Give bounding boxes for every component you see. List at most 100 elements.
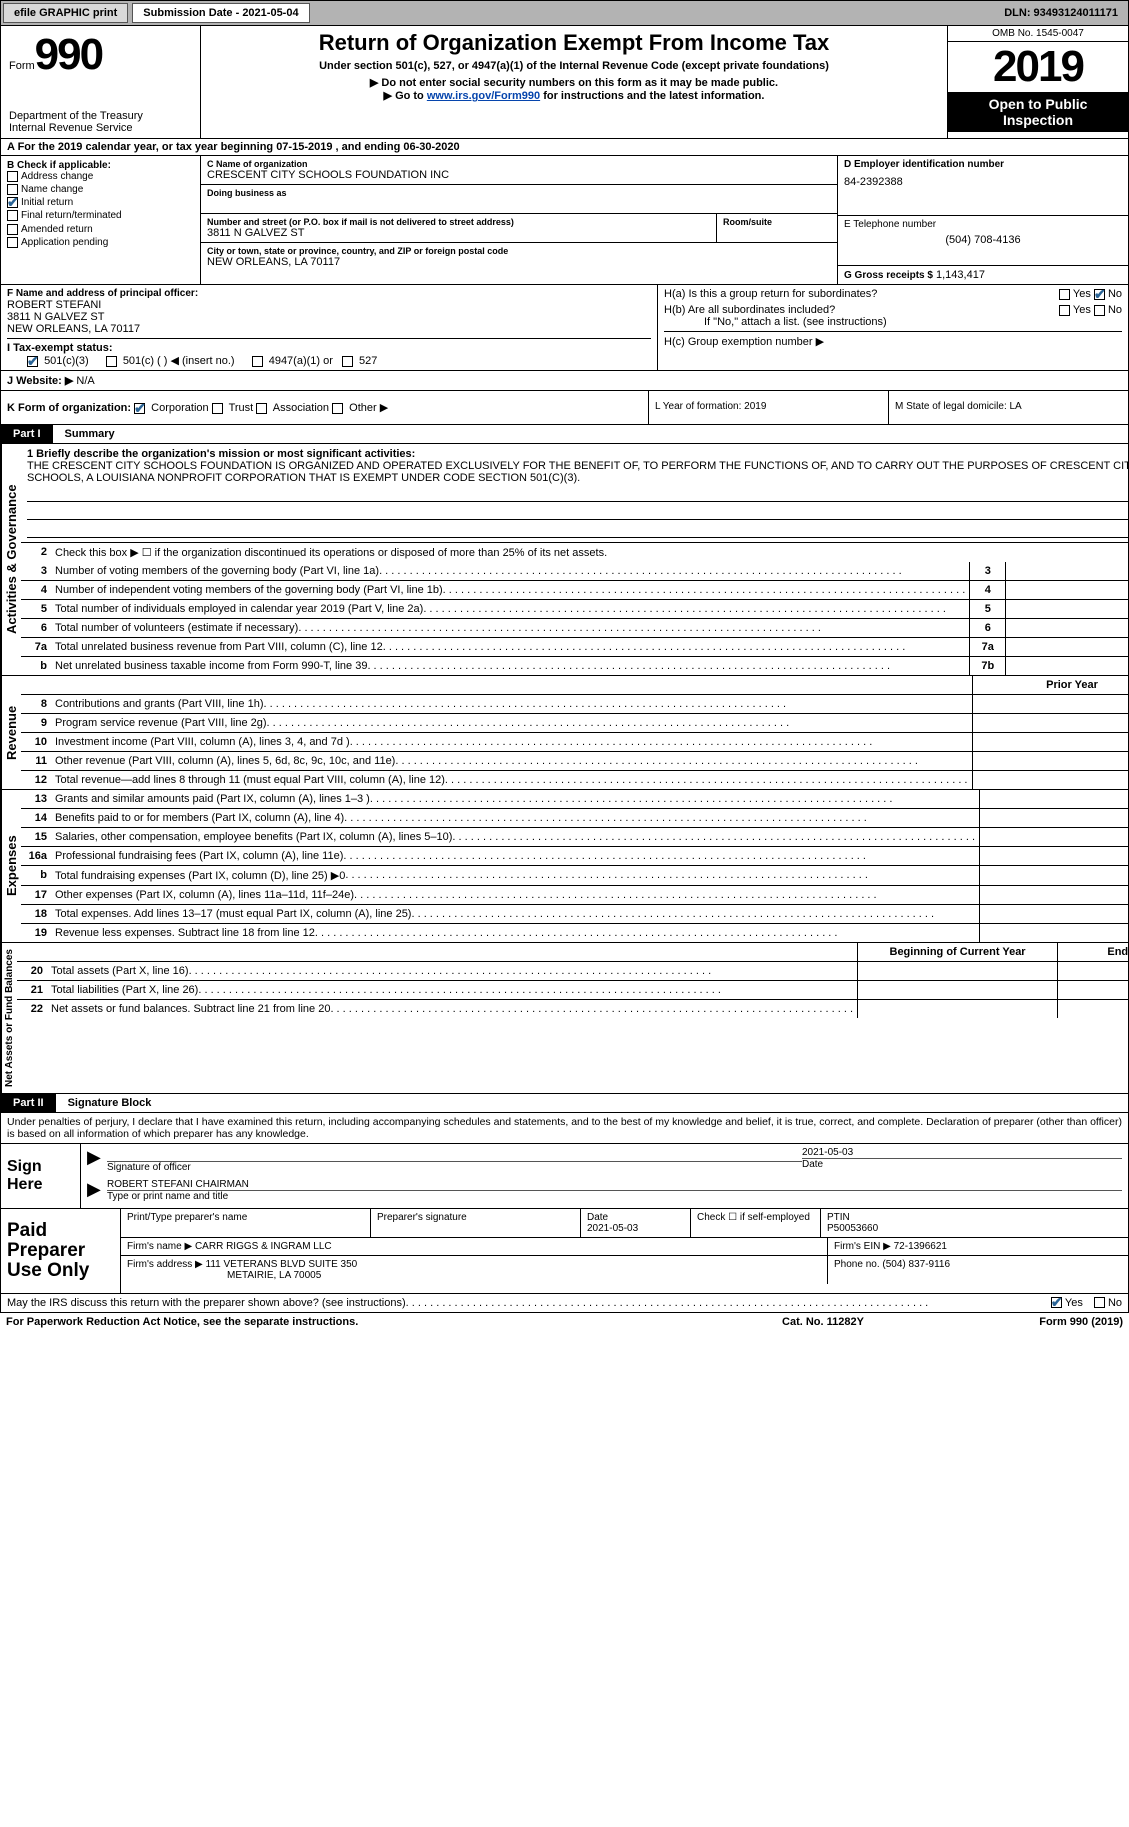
paid-preparer-label: Paid Preparer Use Only (1, 1209, 121, 1293)
declaration-text: Under penalties of perjury, I declare th… (0, 1113, 1129, 1144)
ein-label: D Employer identification number (844, 159, 1122, 170)
dept-treasury: Department of the Treasury Internal Reve… (9, 110, 192, 134)
chk-corp[interactable]: Corporation (134, 402, 209, 414)
h-c: H(c) Group exemption number ▶ (664, 331, 1122, 348)
website-value: N/A (76, 375, 94, 387)
mission-block: 1 Briefly describe the organization's mi… (21, 444, 1129, 543)
table-row: 19Revenue less expenses. Subtract line 1… (21, 924, 1129, 942)
box-b-label: B Check if applicable: (7, 160, 111, 171)
na-header: Beginning of Current Year End of Year (17, 943, 1129, 962)
table-row: 12Total revenue—add lines 8 through 11 (… (21, 771, 1129, 789)
table-row: 5Total number of individuals employed in… (21, 600, 1129, 619)
part1-num: Part I (1, 425, 53, 443)
hdr-beg: Beginning of Current Year (857, 943, 1057, 961)
h-note: If "No," attach a list. (see instruction… (704, 316, 1122, 328)
efile-print-button[interactable]: efile GRAPHIC print (3, 3, 128, 23)
firm-addr-label: Firm's address ▶ (127, 1259, 203, 1270)
chk-501c[interactable]: 501(c) ( ) ◀ (insert no.) (106, 355, 235, 367)
sign-here-block: Sign Here ▶ Signature of officer 2021-05… (0, 1144, 1129, 1209)
table-row: bTotal fundraising expenses (Part IX, co… (21, 866, 1129, 886)
mission-label: 1 Briefly describe the organization's mi… (27, 448, 415, 460)
discuss-text: May the IRS discuss this return with the… (7, 1297, 406, 1309)
chk-name-change[interactable]: Name change (7, 184, 194, 195)
pra-notice: For Paperwork Reduction Act Notice, see … (6, 1316, 723, 1328)
prep-name-hdr: Print/Type preparer's name (121, 1209, 371, 1237)
officer-addr1: 3811 N GALVEZ ST (7, 311, 651, 323)
table-row: 10Investment income (Part VIII, column (… (21, 733, 1129, 752)
discuss-row: May the IRS discuss this return with the… (0, 1294, 1129, 1313)
vtab-netassets: Net Assets or Fund Balances (1, 943, 17, 1093)
chk-assoc[interactable]: Association (256, 402, 329, 414)
part2-header: Part II Signature Block (0, 1094, 1129, 1113)
link-pre: ▶ Go to (384, 90, 427, 102)
tax-year: 2019 (948, 42, 1128, 92)
table-row: 13Grants and similar amounts paid (Part … (21, 790, 1129, 809)
table-row: 4Number of independent voting members of… (21, 581, 1129, 600)
year-formation: L Year of formation: 2019 (648, 391, 888, 424)
officer-sub: Type or print name and title (107, 1190, 1122, 1202)
chk-address-change[interactable]: Address change (7, 171, 194, 182)
org-name: CRESCENT CITY SCHOOLS FOUNDATION INC (207, 169, 831, 181)
prep-sig-hdr: Preparer's signature (371, 1209, 581, 1237)
mission-text: THE CRESCENT CITY SCHOOLS FOUNDATION IS … (27, 460, 1129, 484)
room-suite-label: Room/suite (717, 214, 837, 242)
table-row: 21Total liabilities (Part X, line 26)6,5… (17, 981, 1129, 1000)
omb-number: OMB No. 1545-0047 (948, 26, 1128, 42)
table-row: bNet unrelated business taxable income f… (21, 657, 1129, 675)
info-grid: B Check if applicable: Address change Na… (0, 156, 1129, 285)
section-governance: Activities & Governance 1 Briefly descri… (0, 444, 1129, 676)
prep-date-hdr: Date2021-05-03 (581, 1209, 691, 1237)
discuss-yes[interactable]: Yes (1051, 1297, 1083, 1309)
hdr-prior: Prior Year (972, 676, 1129, 694)
addr: 3811 N GALVEZ ST (207, 227, 710, 239)
chk-other[interactable]: Other ▶ (332, 402, 388, 414)
vtab-revenue: Revenue (1, 676, 21, 789)
firm-addr1: 111 VETERANS BLVD SUITE 350 (206, 1259, 358, 1270)
period-row: A For the 2019 calendar year, or tax yea… (0, 139, 1129, 156)
title-box: Return of Organization Exempt From Incom… (201, 26, 948, 138)
chk-application-pending[interactable]: Application pending (7, 237, 194, 248)
hdr-end: End of Year (1057, 943, 1129, 961)
part2-num: Part II (1, 1094, 56, 1112)
phone-value: (504) 708-4136 (844, 230, 1122, 246)
return-title: Return of Organization Exempt From Incom… (209, 30, 939, 56)
table-row: 14Benefits paid to or for members (Part … (21, 809, 1129, 828)
table-row: 9Program service revenue (Part VIII, lin… (21, 714, 1129, 733)
chk-final-return[interactable]: Final return/terminated (7, 210, 194, 221)
prep-selfemp-hdr: Check ☐ if self-employed (691, 1209, 821, 1237)
sig-date-value: 2021-05-03 (802, 1147, 1122, 1158)
table-row: 11Other revenue (Part VIII, column (A), … (21, 752, 1129, 771)
prep-ptin: PTINP50053660 (821, 1209, 1128, 1237)
rev-header: Prior Year Current Year (21, 676, 1129, 695)
row-k: K Form of organization: Corporation Trus… (0, 391, 1129, 425)
instructions-link[interactable]: www.irs.gov/Form990 (427, 90, 540, 102)
submission-date: Submission Date - 2021-05-04 (132, 3, 309, 23)
addr-label: Number and street (or P.O. box if mail i… (207, 217, 710, 227)
chk-trust[interactable]: Trust (212, 402, 254, 414)
row-j: J Website: ▶ N/A (0, 371, 1129, 391)
firm-phone: (504) 837-9116 (882, 1259, 950, 1270)
topbar: efile GRAPHIC print Submission Date - 20… (0, 0, 1129, 26)
chk-527[interactable]: 527 (342, 355, 377, 367)
arrow-icon: ▶ (87, 1179, 107, 1202)
website-label: J Website: ▶ (7, 375, 73, 387)
table-row: 16aProfessional fundraising fees (Part I… (21, 847, 1129, 866)
ssn-note: ▶ Do not enter social security numbers o… (209, 76, 939, 89)
discuss-no[interactable]: No (1094, 1297, 1122, 1309)
chk-501c3[interactable]: 501(c)(3) (27, 355, 89, 367)
table-row: 3Number of voting members of the governi… (21, 562, 1129, 581)
firm-name-label: Firm's name ▶ (127, 1241, 192, 1252)
form-prefix: Form (9, 60, 35, 72)
cat-no: Cat. No. 11282Y (723, 1316, 923, 1328)
box-c: C Name of organization CRESCENT CITY SCH… (201, 156, 838, 284)
dba-label: Doing business as (207, 188, 831, 198)
table-row: 8Contributions and grants (Part VIII, li… (21, 695, 1129, 714)
form-header: Form990 Department of the Treasury Inter… (0, 26, 1129, 139)
link-post: for instructions and the latest informat… (540, 90, 764, 102)
form-org-label: K Form of organization: (7, 402, 131, 414)
chk-amended[interactable]: Amended return (7, 224, 194, 235)
chk-4947[interactable]: 4947(a)(1) or (252, 355, 333, 367)
vtab-expenses: Expenses (1, 790, 21, 942)
chk-initial-return[interactable]: Initial return (7, 197, 194, 208)
dln-number: DLN: 93493124011171 (994, 4, 1128, 22)
